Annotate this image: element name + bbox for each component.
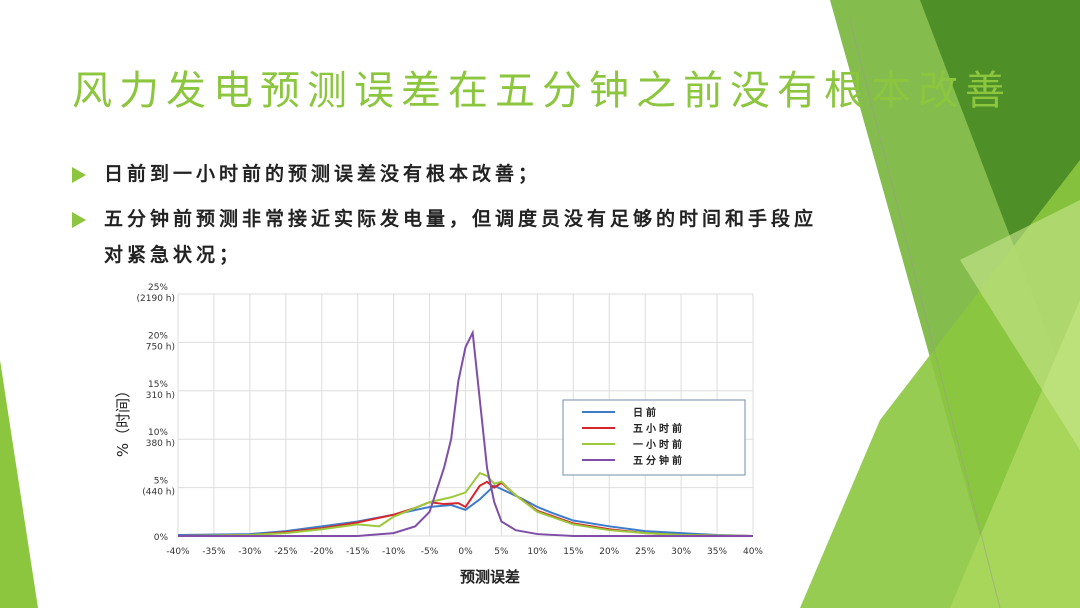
legend-label: 一小时前 (633, 438, 685, 451)
y-axis-label: %（时间） (114, 383, 132, 457)
arrow-bullet-icon (72, 166, 86, 183)
x-tick-label: -30% (238, 547, 262, 557)
x-tick-label: 10% (527, 547, 547, 557)
legend-label: 日前 (633, 406, 659, 419)
y-tick-label: 25% (148, 283, 168, 293)
series-line-日前 (177, 484, 754, 537)
y-tick-sublabel: (440 h) (142, 488, 175, 498)
x-axis-label: 预测误差 (460, 568, 520, 586)
x-tick-label: -5% (421, 547, 439, 557)
x-tick-label: -35% (202, 547, 226, 557)
y-tick-label: 0% (154, 533, 169, 543)
legend-label: 五小时前 (633, 422, 685, 435)
y-tick-label: 5% (154, 477, 169, 487)
x-tick-label: 0% (458, 547, 473, 557)
x-tick-label: 40% (743, 547, 763, 557)
y-tick-sublabel: 310 h) (146, 391, 175, 401)
y-tick-sublabel: (2190 h) (137, 294, 176, 304)
legend-label: 五分钟前 (633, 454, 685, 467)
slide-title: 风力发电预测误差在五分钟之前没有根本改善 (72, 68, 1012, 114)
x-tick-label: -25% (274, 547, 298, 557)
series-line-一小时前 (177, 471, 754, 537)
x-tick-label: 30% (671, 547, 691, 557)
x-tick-label: 15% (563, 547, 583, 557)
x-tick-label: -20% (310, 547, 334, 557)
x-tick-label: -10% (382, 547, 406, 557)
y-tick-label: 15% (148, 380, 168, 390)
y-tick-sublabel: 750 h) (146, 342, 175, 352)
y-tick-label: 20% (148, 331, 168, 341)
x-tick-label: 35% (707, 547, 727, 557)
x-tick-label: 20% (599, 547, 619, 557)
x-tick-label: -15% (346, 547, 370, 557)
bullet-1: 日前到一小时前的预测误差没有根本改善； (72, 156, 824, 192)
y-tick-label: 10% (148, 428, 168, 438)
series-line-五分钟前 (178, 329, 753, 537)
arrow-bullet-icon (72, 211, 86, 228)
y-tick-sublabel: 380 h) (146, 439, 175, 449)
x-tick-label: 5% (494, 547, 509, 557)
bullet-2: 五分钟前预测非常接近实际发电量，但调度员没有足够的时间和手段应对紧急状况； (72, 201, 824, 273)
x-tick-label: -40% (166, 547, 190, 557)
x-tick-label: 25% (635, 547, 655, 557)
